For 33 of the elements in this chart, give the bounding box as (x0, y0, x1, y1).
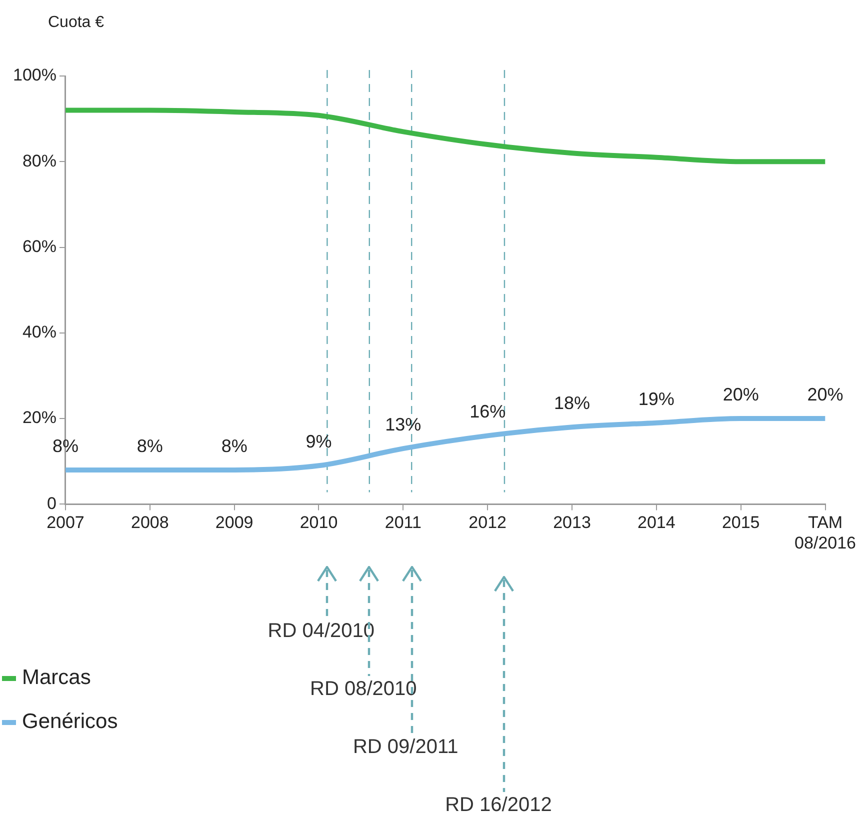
x-tick-label: 2014 (638, 513, 676, 532)
y-tick-label: 100% (12, 66, 56, 85)
text: RD 09/2011 (352, 736, 458, 759)
data-label: 9% (306, 432, 332, 452)
data-label: 13% (385, 414, 422, 435)
data-label: 8% (52, 436, 78, 456)
legend-label: Marcas (22, 666, 91, 690)
y-tick-label: 40% (22, 322, 56, 342)
data-label: 8% (221, 436, 248, 456)
text: RD 08/2010 (310, 678, 417, 701)
x-tick-label: 2012 (468, 513, 506, 532)
y-tick-label: 60% (22, 236, 56, 256)
data-label: 19% (638, 388, 674, 409)
data-label: 20% (722, 384, 759, 405)
text: RD 16/2012 (445, 794, 552, 817)
text: RD 04/2010 (268, 620, 375, 643)
x-tick-label: 2010 (300, 513, 338, 532)
x-tick-label: 2015 (722, 513, 760, 532)
x-tick-label: 2011 (384, 513, 422, 532)
y-tick-label: 0 (47, 494, 56, 513)
x-tick-label: 2009 (215, 513, 254, 532)
data-label: 16% (470, 402, 506, 422)
y-axis-title: Cuota € (48, 14, 104, 32)
y-tick-label: 80% (22, 151, 56, 170)
x-tick-label: 2013 (553, 513, 591, 532)
x-tick-label: 2008 (130, 513, 169, 532)
x-tick-label: 2007 (46, 513, 84, 532)
y-tick-label: 20% (22, 408, 56, 428)
data-label: 20% (807, 384, 844, 405)
x-tick-label: TAM 08/2016 (794, 513, 856, 552)
data-label: 18% (554, 393, 590, 414)
legend-label: Genéricos (22, 710, 118, 734)
data-label: 8% (136, 436, 163, 456)
